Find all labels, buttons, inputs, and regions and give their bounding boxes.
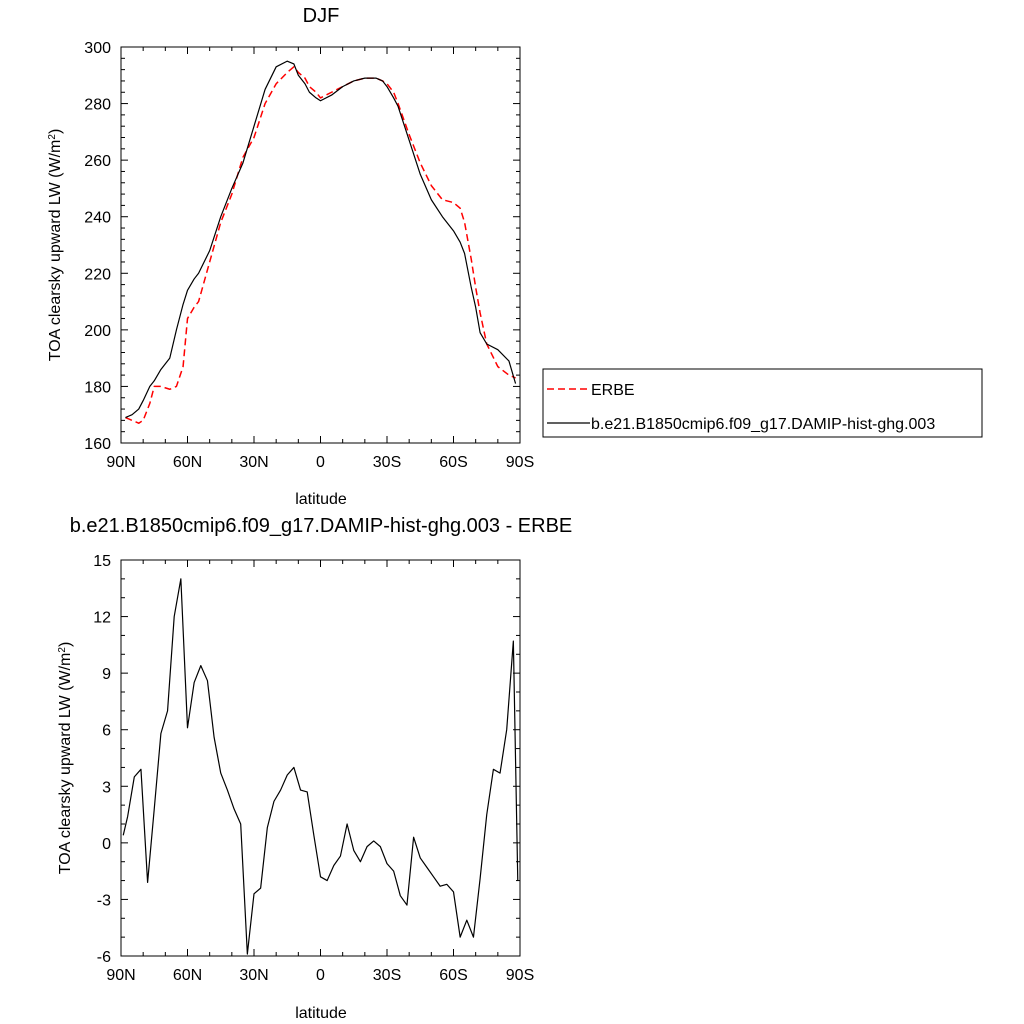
top-ytick-label: 200 xyxy=(84,323,111,340)
bottom-xtick-label: 60N xyxy=(173,967,202,984)
bottom-ylabel-close: ) xyxy=(57,642,74,647)
bottom-plot-frame xyxy=(120,559,521,957)
top-ylabel-sup: 2 xyxy=(47,134,58,140)
top-ytick-label: 260 xyxy=(84,153,111,170)
legend-box xyxy=(542,368,983,438)
top-panel: DJF 90N 60N 30N 0 30S 60S 90S 160 180 200 220 240 26… xyxy=(47,5,535,508)
bottom-difference-line xyxy=(122,578,519,955)
top-ylabel: TOA clearsky upward LW (W/m2) xyxy=(47,129,65,362)
bottom-series xyxy=(122,578,519,955)
legend: ERBE b.e21.B1850cmip6.f09_g17.DAMIP-hist… xyxy=(542,368,983,438)
top-xtick-label: 60N xyxy=(173,454,202,471)
top-xtick-label: 60S xyxy=(439,454,467,471)
top-plot-frame xyxy=(120,46,521,444)
bottom-xtick-label: 0 xyxy=(316,967,325,984)
top-ylabel-main: TOA clearsky upward LW (W/m xyxy=(47,140,64,362)
top-xlabel: latitude xyxy=(295,491,347,508)
top-xtick-label: 30S xyxy=(373,454,401,471)
bottom-ytick-label: 12 xyxy=(93,610,111,627)
top-xtick-label: 90N xyxy=(106,454,135,471)
legend-model-label: b.e21.B1850cmip6.f09_g17.DAMIP-hist-ghg.… xyxy=(591,416,935,433)
bottom-xtick-label: 90N xyxy=(106,967,135,984)
top-ytick-label: 160 xyxy=(84,436,111,453)
top-ytick-label: 300 xyxy=(84,40,111,57)
legend-erbe-label: ERBE xyxy=(591,382,635,399)
top-model-line xyxy=(125,60,517,419)
bottom-ytick-label: 3 xyxy=(102,779,111,796)
top-xtick-label: 90S xyxy=(506,454,534,471)
bottom-ytick-label: 9 xyxy=(102,666,111,683)
top-erbe-line xyxy=(125,66,516,424)
top-ylabel-close: ) xyxy=(47,129,64,134)
bottom-ytick-label: 0 xyxy=(102,836,111,853)
bottom-title: b.e21.B1850cmip6.f09_g17.DAMIP-hist-ghg.… xyxy=(70,515,573,537)
bottom-ytick-label: -3 xyxy=(97,892,111,909)
top-ytick-label: 240 xyxy=(84,210,111,227)
top-xtick-label: 0 xyxy=(316,454,325,471)
top-xtick-label: 30N xyxy=(239,454,268,471)
bottom-ytick-label: 6 xyxy=(102,723,111,740)
bottom-panel: b.e21.B1850cmip6.f09_g17.DAMIP-hist-ghg.… xyxy=(57,515,573,1022)
top-series xyxy=(125,60,517,424)
bottom-ylabel-sup: 2 xyxy=(57,647,68,653)
bottom-ylabel: TOA clearsky upward LW (W/m2) xyxy=(57,642,75,875)
bottom-xtick-label: 60S xyxy=(439,967,467,984)
top-ytick-label: 280 xyxy=(84,97,111,114)
bottom-ytick-label: -6 xyxy=(97,949,111,966)
bottom-ticks: 90N 60N 30N 0 30S 60S 90S -6 -3 0 3 6 9 12 15 xyxy=(93,553,534,984)
bottom-xtick-label: 90S xyxy=(506,967,534,984)
bottom-ylabel-main: TOA clearsky upward LW (W/m xyxy=(57,653,74,875)
top-ytick-label: 180 xyxy=(84,379,111,396)
bottom-ytick-label: 15 xyxy=(93,553,111,570)
top-title: DJF xyxy=(303,5,340,27)
bottom-xtick-label: 30N xyxy=(239,967,268,984)
bottom-xlabel: latitude xyxy=(295,1005,347,1022)
top-ytick-label: 220 xyxy=(84,266,111,283)
top-ticks: 90N 60N 30N 0 30S 60S 90S 160 180 200 220 240 260 280… xyxy=(84,40,534,471)
bottom-xtick-label: 30S xyxy=(373,967,401,984)
